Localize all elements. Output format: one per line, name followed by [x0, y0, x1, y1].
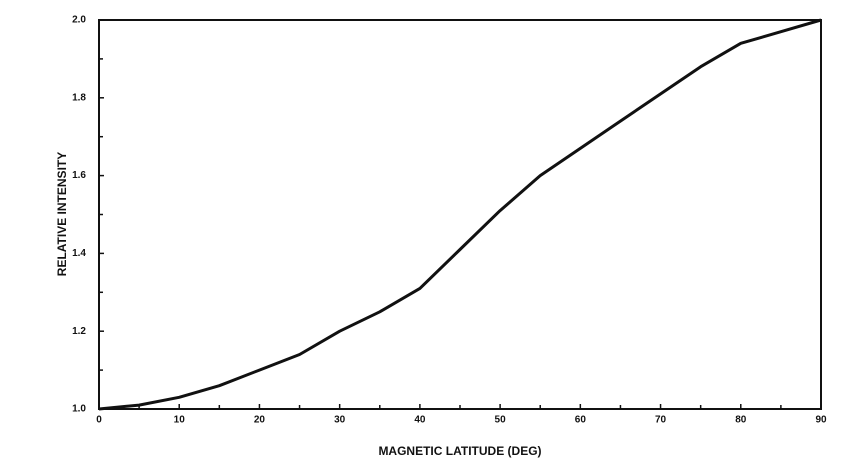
x-tick-label: 70 [655, 415, 667, 426]
x-tick-label: 40 [414, 415, 426, 426]
y-tick-label: 1.8 [72, 92, 86, 103]
data-line [98, 18, 822, 411]
y-tick-label: 1.6 [72, 170, 86, 181]
x-tick-label: 20 [254, 415, 266, 426]
x-tick-label: 50 [495, 415, 507, 426]
x-tick-label: 10 [174, 415, 186, 426]
x-tick-label: 0 [96, 415, 102, 426]
y-tick-label: 1.0 [72, 404, 86, 415]
x-tick-label: 30 [334, 415, 346, 426]
plot-frame [98, 19, 822, 410]
x-tick-label: 60 [575, 415, 587, 426]
x-axis-title: MAGNETIC LATITUDE (DEG) [378, 444, 541, 458]
x-tick-label: 80 [735, 415, 747, 426]
y-tick-label: 1.4 [72, 248, 86, 259]
y-axis-title: RELATIVE INTENSITY [55, 152, 69, 276]
y-tick-label: 2.0 [72, 15, 86, 26]
x-tick-label: 90 [815, 415, 827, 426]
y-tick-label: 1.2 [72, 326, 86, 337]
